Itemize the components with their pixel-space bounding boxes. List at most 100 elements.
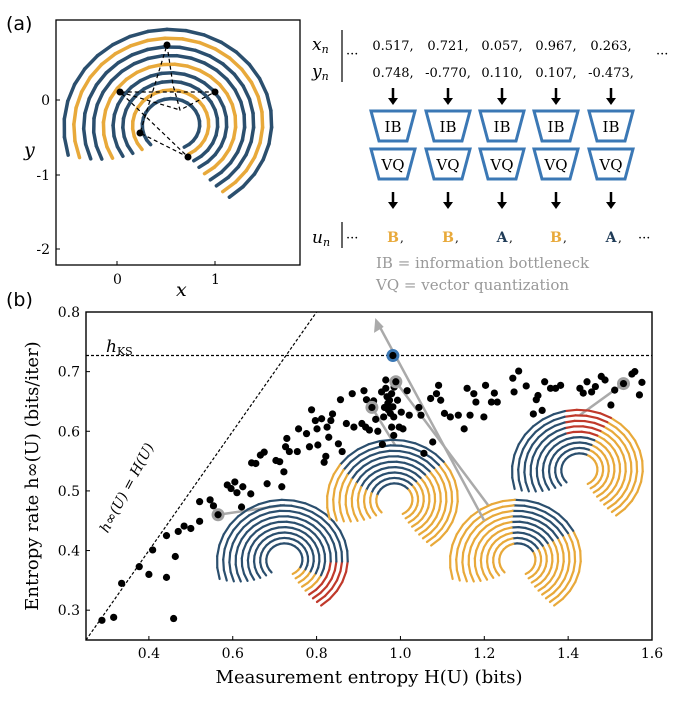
attractor-band <box>148 56 162 59</box>
attractor-band <box>243 174 254 187</box>
attractor-band <box>556 428 565 431</box>
attractor-band <box>436 454 444 462</box>
attractor-band <box>542 529 548 534</box>
attractor-band <box>131 41 148 46</box>
attractor-band <box>525 426 533 434</box>
attractor-band <box>422 521 427 526</box>
attractor-band <box>254 160 263 174</box>
attractor-band <box>619 438 625 445</box>
attractor-band <box>532 437 538 445</box>
attractor-band <box>550 522 557 528</box>
attractor-band <box>463 516 471 524</box>
attractor-band <box>535 508 545 512</box>
ellipsis-left-u: ··· <box>346 231 358 246</box>
attractor-band <box>537 476 539 484</box>
attractor-band <box>559 514 567 522</box>
attractor-band <box>575 572 579 582</box>
attractor-band <box>456 560 457 571</box>
attractor-band <box>491 501 503 504</box>
attractor-band <box>112 71 123 81</box>
x-tick-label: 1.0 <box>389 646 411 662</box>
attractor-band <box>503 500 515 501</box>
attractor-band <box>635 441 640 451</box>
attractor-band <box>503 516 512 518</box>
data-point <box>308 406 315 413</box>
attractor-band <box>439 502 440 510</box>
data-point <box>636 391 643 398</box>
attractor-band <box>312 512 321 518</box>
attractor-band <box>543 414 554 419</box>
attractor-band <box>260 512 270 515</box>
attractor-band <box>503 511 513 513</box>
attractor-band <box>402 446 413 448</box>
y-tick-label: 0.5 <box>58 484 80 500</box>
x-value: 0.057, <box>481 39 522 54</box>
attractor-band <box>126 72 137 79</box>
attractor-band <box>347 513 350 521</box>
data-point <box>494 398 501 405</box>
attractor-band <box>312 581 317 586</box>
attractor-band <box>263 144 269 160</box>
y-tick-0: 0 <box>41 93 50 109</box>
attractor-band <box>615 450 618 457</box>
attractor-band <box>554 599 563 606</box>
attractor-band <box>340 483 343 492</box>
attractor-band <box>475 551 476 559</box>
data-point <box>404 387 411 394</box>
x-tick-label: 1.6 <box>641 646 663 662</box>
attractor-band <box>423 533 431 538</box>
attractor-band <box>234 522 241 530</box>
attractor-band <box>573 531 578 541</box>
attractor-band <box>315 535 320 541</box>
attractor-band <box>320 586 326 593</box>
data-point <box>323 423 330 430</box>
attractor-band <box>524 472 525 482</box>
attractor-band <box>568 533 572 542</box>
attractor-band <box>550 596 558 602</box>
attractor-band <box>351 455 360 462</box>
attractor-band <box>630 472 631 481</box>
attractor-band <box>337 582 343 591</box>
attractor-band <box>313 593 321 598</box>
attractor-band <box>325 589 332 596</box>
attractor-band <box>335 533 339 542</box>
attractor-band <box>334 510 337 520</box>
attractor-band <box>251 516 260 521</box>
attractor-band <box>324 528 330 535</box>
symbol-B: B <box>550 230 562 246</box>
data-point <box>382 385 389 392</box>
attractor-band <box>492 507 503 510</box>
attractor-band <box>305 587 311 591</box>
y-tick-label: 0.6 <box>58 424 80 440</box>
attractor-band <box>187 66 199 70</box>
down-arrow-icon <box>443 202 453 209</box>
attractor-band <box>515 500 527 501</box>
data-point <box>631 368 638 375</box>
attractor-band <box>456 501 458 511</box>
comma: , <box>509 231 513 245</box>
data-point <box>491 390 498 397</box>
attractor-band <box>84 129 86 144</box>
attractor-band <box>361 514 364 520</box>
data-point <box>327 417 334 424</box>
attractor-band <box>578 541 581 551</box>
attractor-band <box>549 584 555 590</box>
attractor-band <box>327 579 332 587</box>
attractor-band <box>333 500 334 511</box>
attractor-band <box>257 573 260 578</box>
attractor-band <box>554 518 562 525</box>
attractor-band <box>64 101 67 119</box>
data-point <box>380 413 387 420</box>
attractor-band <box>246 157 254 170</box>
down-arrow-icon <box>497 98 507 105</box>
data-point <box>283 435 290 442</box>
attractor-band <box>435 478 439 485</box>
attractor-band <box>339 493 340 503</box>
attractor-band <box>238 140 243 152</box>
attractor-band <box>558 481 561 485</box>
data-point <box>314 441 321 448</box>
attractor-band <box>449 482 451 492</box>
data-point <box>379 441 386 448</box>
